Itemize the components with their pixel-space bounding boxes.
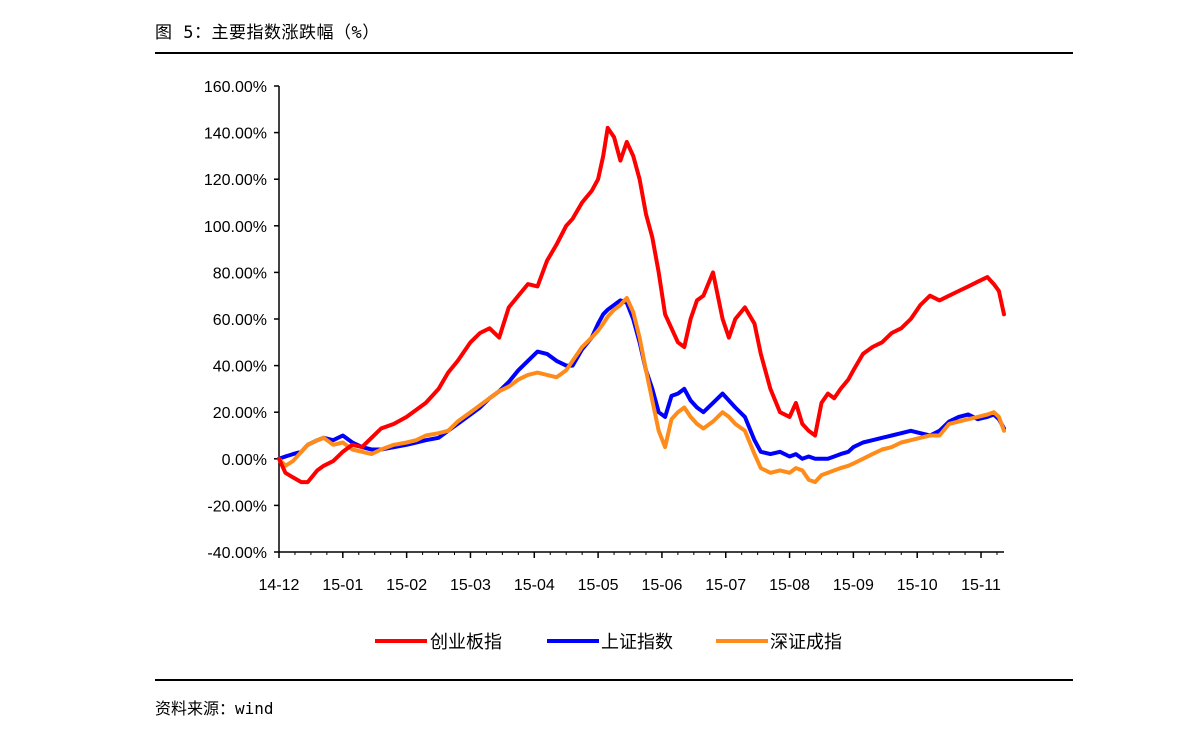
legend-label: 创业板指 [430, 632, 502, 653]
x-tick-label: 14-12 [259, 577, 300, 594]
bottom-rule [155, 679, 1073, 681]
y-tick-label: 100.00% [204, 219, 267, 236]
legend-label: 深证成指 [770, 632, 842, 653]
series-line-1 [277, 298, 1006, 461]
y-tick-label: 120.00% [204, 172, 267, 189]
y-axis: 160.00% 140.00% 120.00% 100.00% 80.00% 60.00%… [204, 79, 280, 562]
x-tick-label: 15-06 [641, 577, 682, 594]
x-tick-label: 15-07 [705, 577, 746, 594]
y-tick-label: -40.00% [207, 545, 267, 562]
y-tick-label: 160.00% [204, 79, 267, 96]
y-tick-label: 60.00% [213, 312, 267, 329]
series-line-0 [277, 125, 1006, 485]
y-tick-label: 80.00% [213, 265, 267, 282]
series-line-2 [277, 296, 1006, 485]
figure-title: 图 5：主要指数涨跌幅（%） [155, 23, 380, 43]
x-tick-label: 15-10 [897, 577, 938, 594]
x-tick-label: 15-11 [961, 577, 1001, 594]
top-rule [155, 52, 1073, 54]
x-tick-label: 15-09 [833, 577, 874, 594]
legend-label: 上证指数 [601, 632, 673, 653]
x-tick-label: 15-08 [769, 577, 810, 594]
y-tick-label: 140.00% [204, 126, 267, 143]
source-note: 资料来源：wind [155, 699, 274, 718]
legend: 创业板指 上证指数 深证成指 [375, 632, 842, 653]
y-tick-label: 20.00% [213, 405, 267, 422]
x-tick-label: 15-04 [514, 577, 555, 594]
y-tick-label: -20.00% [207, 498, 267, 515]
series-layer [277, 125, 1006, 485]
y-tick-label: 0.00% [222, 452, 267, 469]
x-tick-label: 15-03 [450, 577, 491, 594]
x-tick-label: 15-05 [578, 577, 619, 594]
y-tick-label: 40.00% [213, 359, 267, 376]
x-axis: 14-12 15-01 15-02 15-03 15-04 15-05 15-06 15-07… [259, 551, 1004, 594]
x-tick-label: 15-02 [386, 577, 427, 594]
x-tick-label: 15-01 [322, 577, 363, 594]
